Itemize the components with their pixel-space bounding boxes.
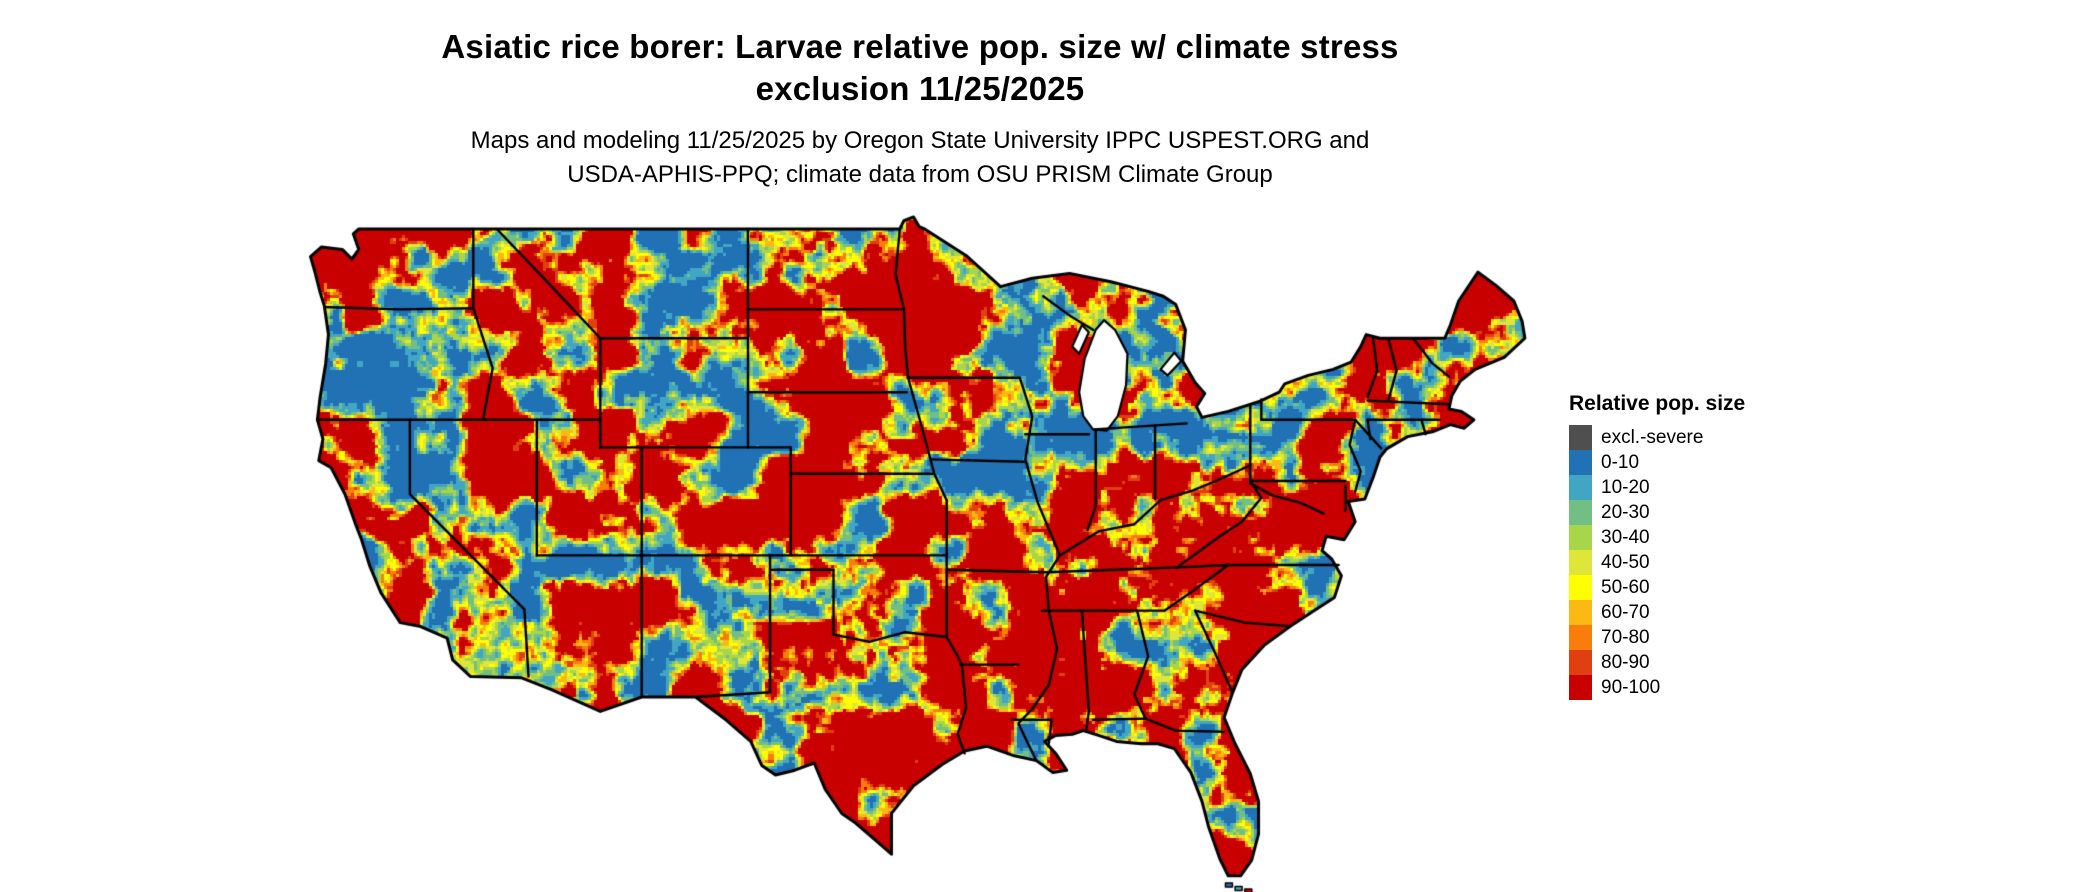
legend-color-swatch (1569, 600, 1592, 625)
legend-item: 0-10 (1569, 450, 1745, 475)
legend-item: excl.-severe (1569, 425, 1745, 450)
legend-color-swatch (1569, 500, 1592, 525)
legend-item: 40-50 (1569, 550, 1745, 575)
legend-item-label: 80-90 (1601, 651, 1650, 673)
legend-item-label: 0-10 (1601, 451, 1640, 473)
us-choropleth-map-canvas (276, 181, 1601, 892)
map-title-line1: Asiatic rice borer: Larvae relative pop.… (441, 28, 1399, 65)
legend-item-label: excl.-severe (1601, 426, 1704, 448)
legend-item: 70-80 (1569, 625, 1745, 650)
legend-item: 60-70 (1569, 600, 1745, 625)
legend-item: 20-30 (1569, 500, 1745, 525)
legend-color-swatch (1569, 675, 1592, 700)
legend-item-label: 30-40 (1601, 526, 1650, 548)
legend-item-label: 90-100 (1601, 676, 1661, 698)
legend-title: Relative pop. size (1569, 392, 1746, 415)
map-subtitle: Maps and modeling 11/25/2025 by Oregon S… (320, 124, 1520, 192)
legend-color-swatch (1569, 550, 1592, 575)
map-title-line2: exclusion 11/25/2025 (755, 70, 1085, 107)
map-subtitle-line1: Maps and modeling 11/25/2025 by Oregon S… (470, 127, 1370, 154)
legend-color-swatch (1569, 475, 1592, 500)
legend-color-swatch (1569, 575, 1592, 600)
legend-color-swatch (1569, 650, 1592, 675)
legend-item-label: 50-60 (1601, 576, 1650, 598)
legend-item-label: 20-30 (1601, 501, 1650, 523)
legend-item-label: 60-70 (1601, 601, 1650, 623)
legend-color-swatch (1569, 425, 1592, 450)
legend-color-swatch (1569, 450, 1592, 475)
legend-item: 30-40 (1569, 525, 1745, 550)
legend: Relative pop. size excl.-severe 0-10 10-… (1569, 392, 1745, 700)
legend-item: 80-90 (1569, 650, 1745, 675)
legend-item: 90-100 (1569, 675, 1745, 700)
legend-items: excl.-severe 0-10 10-20 20-30 30-40 40-5… (1569, 425, 1745, 700)
legend-item-label: 70-80 (1601, 626, 1650, 648)
legend-item-label: 10-20 (1601, 476, 1650, 498)
legend-color-swatch (1569, 525, 1592, 550)
map-title: Asiatic rice borer: Larvae relative pop.… (320, 26, 1520, 110)
legend-item: 10-20 (1569, 475, 1745, 500)
legend-item: 50-60 (1569, 575, 1745, 600)
legend-color-swatch (1569, 625, 1592, 650)
legend-item-label: 40-50 (1601, 551, 1650, 573)
